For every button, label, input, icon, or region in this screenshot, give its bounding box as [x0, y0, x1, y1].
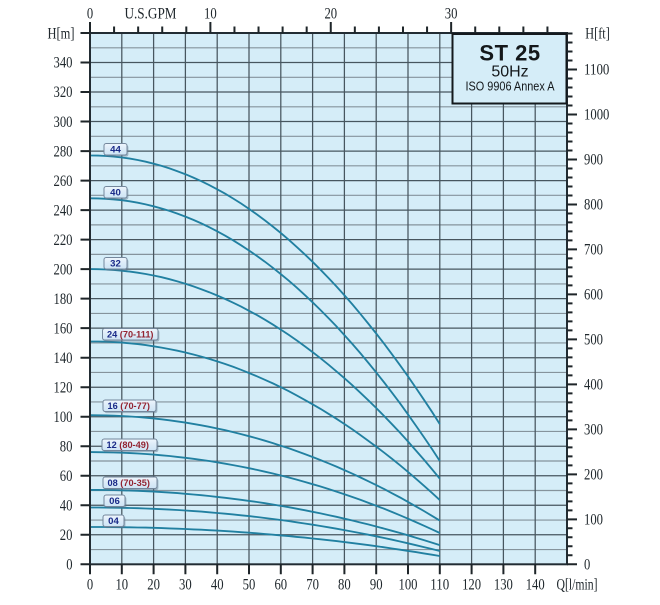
- svg-text:60: 60: [60, 468, 73, 485]
- svg-text:200: 200: [54, 261, 73, 278]
- svg-text:50: 50: [243, 577, 256, 594]
- svg-text:20: 20: [60, 527, 73, 544]
- svg-text:200: 200: [584, 467, 603, 484]
- svg-text:04: 04: [108, 516, 119, 527]
- svg-text:320: 320: [54, 84, 73, 101]
- svg-text:110: 110: [430, 577, 449, 594]
- svg-text:80: 80: [338, 577, 351, 594]
- svg-text:0: 0: [584, 557, 591, 574]
- svg-text:100: 100: [399, 577, 418, 594]
- svg-text:130: 130: [494, 577, 513, 594]
- svg-text:10: 10: [115, 577, 128, 594]
- svg-text:500: 500: [584, 332, 603, 349]
- svg-text:80: 80: [60, 438, 73, 455]
- svg-text:400: 400: [584, 377, 603, 394]
- svg-text:1000: 1000: [584, 107, 610, 124]
- svg-text:140: 140: [526, 577, 545, 594]
- svg-text:220: 220: [54, 232, 73, 249]
- svg-text:Q[l/min]: Q[l/min]: [557, 577, 598, 594]
- svg-text:U.S.GPM: U.S.GPM: [125, 6, 177, 23]
- svg-text:60: 60: [274, 577, 287, 594]
- svg-text:40: 40: [211, 577, 224, 594]
- svg-text:90: 90: [370, 577, 383, 594]
- svg-text:50Hz: 50Hz: [491, 64, 528, 81]
- svg-text:30: 30: [179, 577, 192, 594]
- svg-text:160: 160: [54, 320, 73, 337]
- svg-text:20: 20: [147, 577, 160, 594]
- svg-text:800: 800: [584, 197, 603, 214]
- svg-text:260: 260: [54, 173, 73, 190]
- svg-text:06: 06: [109, 496, 120, 507]
- svg-text:300: 300: [584, 422, 603, 439]
- svg-text:08 (70-35): 08 (70-35): [108, 478, 150, 488]
- svg-text:16 (70-77): 16 (70-77): [108, 401, 150, 411]
- svg-text:44: 44: [110, 144, 121, 155]
- svg-text:ST 25: ST 25: [479, 41, 540, 66]
- svg-text:900: 900: [584, 152, 603, 169]
- svg-text:140: 140: [54, 350, 73, 367]
- svg-text:20: 20: [324, 6, 337, 23]
- svg-text:40: 40: [60, 498, 73, 515]
- svg-text:32: 32: [110, 258, 121, 269]
- svg-text:600: 600: [584, 287, 603, 304]
- svg-text:0: 0: [87, 6, 94, 23]
- svg-text:0: 0: [66, 557, 73, 574]
- svg-text:120: 120: [54, 379, 73, 396]
- svg-text:300: 300: [54, 114, 73, 131]
- svg-text:100: 100: [584, 512, 603, 529]
- svg-text:H[m]: H[m]: [48, 25, 75, 42]
- svg-text:340: 340: [54, 55, 73, 72]
- svg-text:120: 120: [462, 577, 481, 594]
- svg-text:H[ft]: H[ft]: [585, 25, 610, 42]
- svg-text:30: 30: [445, 6, 458, 23]
- svg-text:ISO 9906 Annex A: ISO 9906 Annex A: [466, 79, 555, 94]
- svg-text:24 (70-111): 24 (70-111): [107, 329, 154, 339]
- svg-text:100: 100: [54, 409, 73, 426]
- svg-text:700: 700: [584, 242, 603, 259]
- svg-text:0: 0: [87, 577, 94, 594]
- svg-text:10: 10: [204, 6, 217, 23]
- svg-text:40: 40: [110, 187, 121, 198]
- svg-text:180: 180: [54, 291, 73, 308]
- svg-text:240: 240: [54, 202, 73, 219]
- svg-text:1100: 1100: [584, 62, 610, 79]
- svg-text:280: 280: [54, 143, 73, 160]
- svg-text:12 (80-49): 12 (80-49): [107, 440, 149, 450]
- svg-text:70: 70: [306, 577, 319, 594]
